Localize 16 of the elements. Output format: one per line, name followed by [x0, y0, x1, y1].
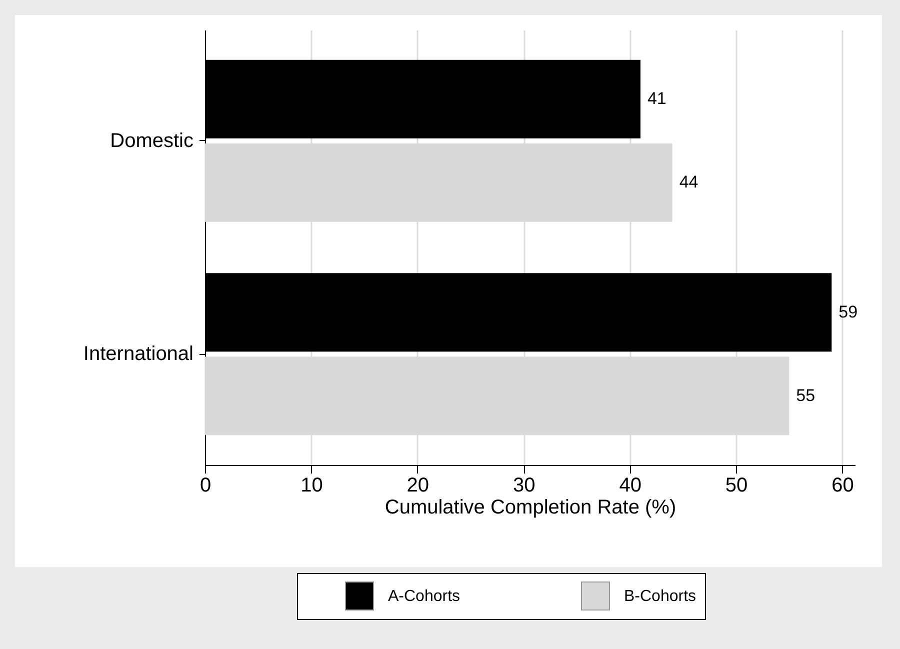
data-label: 55 — [796, 386, 816, 405]
x-tick-label: 20 — [406, 474, 430, 496]
y-tick-label: Domestic — [110, 130, 194, 152]
y-tick-label: International — [83, 343, 194, 366]
x-axis-title: Cumulative Completion Rate (%) — [384, 496, 676, 518]
x-tick-label: 40 — [619, 474, 642, 496]
legend-label: B-Cohorts — [624, 588, 696, 605]
data-label: 59 — [838, 302, 858, 322]
data-label: 44 — [679, 172, 698, 192]
x-tick-label: 50 — [725, 474, 748, 496]
x-tick-label: 10 — [300, 474, 323, 496]
data-label: 41 — [647, 89, 666, 108]
x-tick-label: 60 — [832, 474, 854, 496]
legend-label: A-Cohorts — [388, 588, 460, 605]
x-tick-label: 30 — [513, 474, 536, 496]
x-tick-label: 0 — [200, 474, 212, 496]
